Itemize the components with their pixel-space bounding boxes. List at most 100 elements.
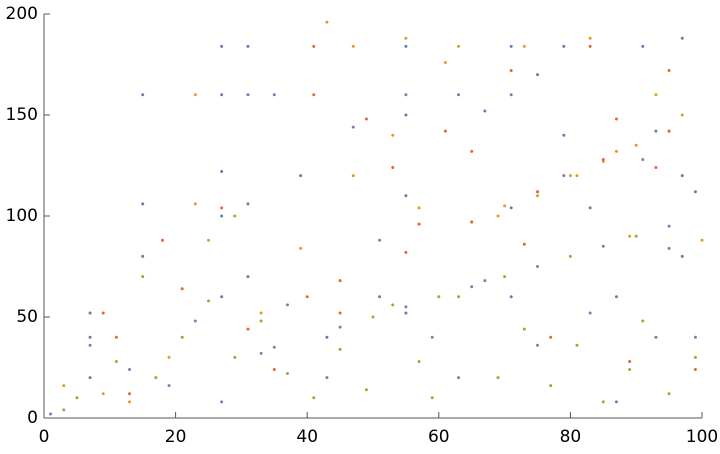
point bbox=[246, 327, 250, 331]
point bbox=[693, 368, 697, 372]
point bbox=[601, 157, 605, 161]
point bbox=[325, 376, 329, 380]
point bbox=[614, 295, 618, 299]
point bbox=[141, 202, 145, 206]
point bbox=[575, 174, 579, 178]
point bbox=[693, 190, 697, 194]
point bbox=[404, 93, 408, 97]
point bbox=[338, 325, 342, 329]
point bbox=[693, 335, 697, 339]
point bbox=[667, 69, 671, 73]
point bbox=[457, 93, 461, 97]
point bbox=[378, 238, 382, 242]
point bbox=[312, 44, 316, 48]
point bbox=[503, 204, 507, 208]
point bbox=[141, 93, 145, 97]
point bbox=[654, 166, 658, 170]
point bbox=[588, 206, 592, 210]
point bbox=[568, 174, 572, 178]
point bbox=[101, 311, 105, 315]
point bbox=[299, 246, 303, 250]
point bbox=[193, 93, 197, 97]
point bbox=[601, 400, 605, 404]
point bbox=[114, 359, 118, 363]
point bbox=[88, 343, 92, 347]
x-tick-label: 20 bbox=[165, 427, 187, 447]
point bbox=[654, 129, 658, 133]
point bbox=[141, 254, 145, 258]
point bbox=[588, 36, 592, 40]
x-tick-label: 60 bbox=[428, 427, 450, 447]
point bbox=[114, 335, 118, 339]
point bbox=[509, 44, 513, 48]
point bbox=[509, 295, 513, 299]
point bbox=[88, 376, 92, 380]
point bbox=[220, 170, 224, 174]
point bbox=[509, 206, 513, 210]
point bbox=[391, 303, 395, 307]
point bbox=[628, 234, 632, 238]
point bbox=[404, 311, 408, 315]
point bbox=[364, 388, 368, 392]
point bbox=[588, 44, 592, 48]
point bbox=[509, 69, 513, 73]
point bbox=[404, 250, 408, 254]
y-tick-label: 50 bbox=[16, 307, 38, 327]
point bbox=[75, 396, 79, 400]
point bbox=[417, 359, 421, 363]
point bbox=[88, 311, 92, 315]
point bbox=[154, 376, 158, 380]
point bbox=[667, 392, 671, 396]
point bbox=[351, 44, 355, 48]
point bbox=[575, 343, 579, 347]
point bbox=[49, 412, 53, 416]
point bbox=[562, 133, 566, 137]
point bbox=[654, 335, 658, 339]
point bbox=[312, 396, 316, 400]
point bbox=[207, 299, 210, 303]
y-tick-label: 100 bbox=[6, 206, 38, 226]
point bbox=[601, 244, 605, 248]
point bbox=[160, 238, 164, 242]
point bbox=[430, 335, 434, 339]
point bbox=[338, 347, 342, 351]
x-tick-label: 40 bbox=[296, 427, 318, 447]
point bbox=[272, 345, 276, 349]
point bbox=[62, 408, 66, 412]
point bbox=[325, 335, 329, 339]
point bbox=[549, 384, 553, 388]
point bbox=[312, 93, 316, 97]
point bbox=[680, 254, 684, 258]
point bbox=[536, 190, 539, 194]
point bbox=[351, 125, 355, 129]
point bbox=[391, 133, 395, 137]
point bbox=[299, 174, 303, 178]
point bbox=[634, 234, 638, 238]
point bbox=[509, 93, 513, 97]
point bbox=[233, 355, 237, 359]
point bbox=[536, 194, 539, 198]
point bbox=[654, 93, 658, 97]
point bbox=[496, 214, 500, 218]
point bbox=[536, 265, 539, 268]
point bbox=[101, 392, 105, 396]
y-tick-label: 0 bbox=[27, 408, 38, 428]
point bbox=[614, 149, 618, 153]
point bbox=[404, 36, 408, 40]
point bbox=[285, 303, 289, 307]
point bbox=[667, 246, 671, 250]
point bbox=[628, 368, 632, 372]
point bbox=[141, 275, 145, 279]
point bbox=[193, 202, 197, 206]
point bbox=[233, 214, 237, 218]
point bbox=[220, 93, 224, 97]
point bbox=[437, 295, 441, 299]
point bbox=[496, 376, 500, 380]
point bbox=[470, 149, 474, 153]
point bbox=[180, 287, 184, 291]
point bbox=[614, 117, 618, 121]
point bbox=[246, 202, 250, 206]
point bbox=[220, 295, 224, 299]
point bbox=[588, 311, 592, 315]
